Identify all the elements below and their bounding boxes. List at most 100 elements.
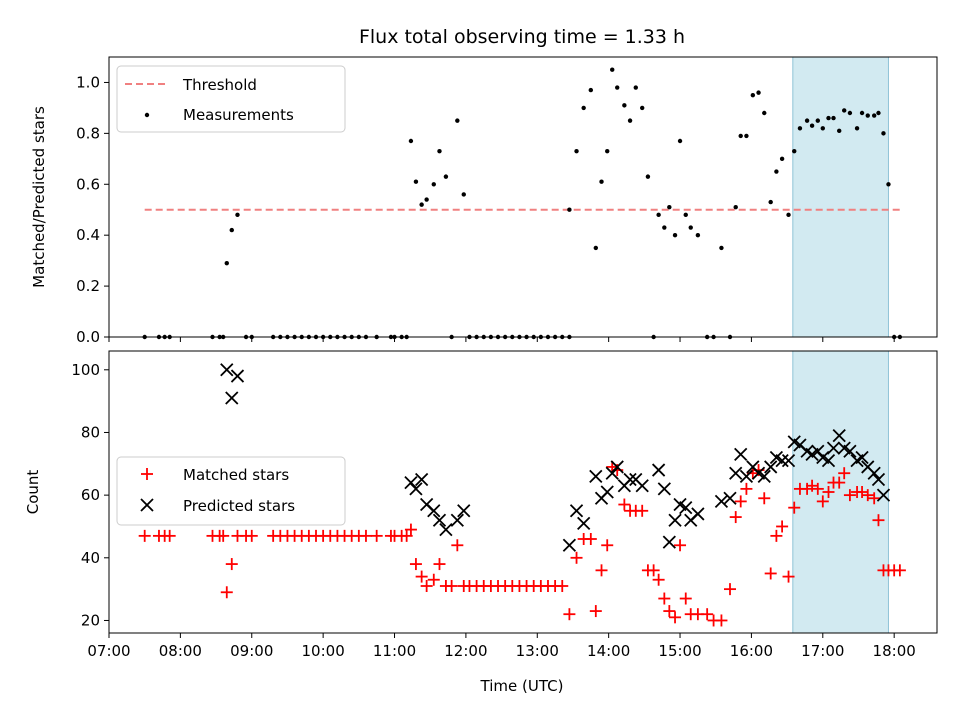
x-tick-label: 14:00	[587, 642, 630, 660]
top-highlight-region	[792, 56, 889, 338]
measurement-point	[413, 179, 419, 184]
predicted-star-point	[826, 441, 841, 455]
matched-star-point	[674, 539, 687, 552]
measurement-point	[229, 227, 234, 233]
matched-star-point	[764, 567, 777, 580]
matched-star-point	[601, 539, 614, 552]
measurement-point	[688, 225, 693, 230]
measurement-point	[640, 105, 645, 111]
x-tick-label: 10:00	[302, 642, 345, 660]
measurement-point	[672, 232, 678, 238]
measurement-point	[871, 113, 877, 118]
matched-star-point	[404, 523, 417, 536]
predicted-star-point	[230, 369, 245, 383]
measurement-point	[831, 115, 836, 121]
matched-star-point	[563, 608, 576, 621]
top-legend: Threshold Measurements	[116, 65, 346, 133]
measurement-point	[656, 212, 661, 218]
matched-star-point	[724, 583, 736, 596]
matched-star-point	[861, 489, 874, 502]
legend-predicted-swatch	[140, 498, 154, 512]
measurement-point	[792, 148, 797, 154]
top-ytick-label: 0.8	[76, 124, 100, 142]
measurement-point	[744, 133, 749, 139]
predicted-star-point	[409, 482, 423, 496]
measurement-point	[847, 110, 853, 116]
measurement-point	[695, 232, 701, 238]
legend-predicted-label: Predicted stars	[183, 497, 295, 515]
predicted-star-point	[668, 513, 682, 527]
predicted-star-point	[843, 444, 857, 458]
matched-star-point	[445, 580, 458, 592]
x-tick-label: 15:00	[658, 642, 701, 660]
matched-star-point	[701, 608, 714, 621]
predicted-star-point	[569, 504, 584, 518]
measurement-point	[567, 207, 572, 212]
top-panel-frame	[108, 56, 938, 338]
measurement-point	[431, 182, 436, 187]
predicted-star-point	[832, 428, 846, 443]
matched-star-point	[758, 492, 771, 505]
matched-star-point	[556, 580, 569, 592]
bottom-panel: 07:00 08:00 09:00 10:00 11:00 12:00 13:00 14:00…	[24, 350, 938, 695]
measurement-point	[820, 126, 825, 131]
measurement-point	[809, 123, 815, 128]
x-tick-label: 07:00	[87, 642, 130, 660]
top-ytick-label: 0.6	[76, 175, 100, 193]
bottom-ytick-label: 40	[81, 549, 100, 567]
measurement-point	[581, 105, 586, 111]
predicted-star-point	[867, 466, 881, 480]
matched-star-point	[220, 586, 233, 599]
x-tick-label: 09:00	[230, 642, 273, 660]
x-tick-label: 16:00	[730, 642, 773, 660]
predicted-star-point	[729, 466, 743, 480]
matched-star-point	[433, 558, 446, 571]
x-tick-label: 18:00	[873, 642, 916, 660]
predicted-star-point	[662, 535, 676, 549]
matched-star-point	[415, 570, 428, 583]
top-ytick-label: 1.0	[76, 73, 100, 91]
predicted-star-point	[764, 460, 778, 474]
predicted-star-point	[739, 469, 754, 483]
predicted-star-point	[757, 469, 771, 483]
measurement-point	[667, 204, 672, 210]
measurement-point	[779, 156, 785, 162]
measurement-point	[627, 118, 633, 123]
matched-star-point	[163, 529, 176, 542]
predicted-star-point	[457, 504, 471, 518]
top-ytick-label: 0.4	[76, 226, 100, 244]
predicted-star-point	[871, 472, 886, 487]
measurement-point	[419, 202, 424, 207]
matched-star-point	[729, 511, 742, 524]
matched-star-point	[679, 592, 692, 605]
matched-star-point	[669, 611, 682, 624]
matched-star-point	[225, 558, 238, 571]
measurement-point	[235, 212, 240, 218]
predicted-star-point	[610, 460, 624, 474]
matched-star-point	[370, 529, 383, 542]
matched-star-point	[782, 570, 795, 583]
legend-measurements-label: Measurements	[183, 106, 294, 124]
predicted-star-point	[577, 516, 591, 530]
matched-star-point	[409, 558, 422, 571]
x-tick-label: 08:00	[159, 642, 202, 660]
measurement-point	[786, 212, 791, 218]
measurement-point	[574, 148, 579, 154]
measurement-point	[719, 245, 724, 251]
predicted-star-point	[821, 454, 836, 468]
measurement-point	[683, 212, 688, 218]
matched-star-point	[427, 573, 440, 586]
predicted-star-point	[562, 538, 577, 552]
measurement-point	[762, 110, 767, 116]
x-tick-label: 11:00	[373, 642, 416, 660]
matched-star-point	[400, 529, 413, 542]
measurement-point	[622, 103, 627, 108]
matched-star-point	[734, 495, 747, 508]
top-ytick-label: 0.2	[76, 277, 100, 295]
measurement-point	[662, 225, 667, 230]
predicted-star-point	[600, 485, 614, 499]
matched-star-point	[618, 498, 631, 511]
matched-star-point	[843, 489, 856, 502]
measurement-point	[455, 118, 460, 123]
bottom-ytick-label: 20	[81, 611, 100, 629]
